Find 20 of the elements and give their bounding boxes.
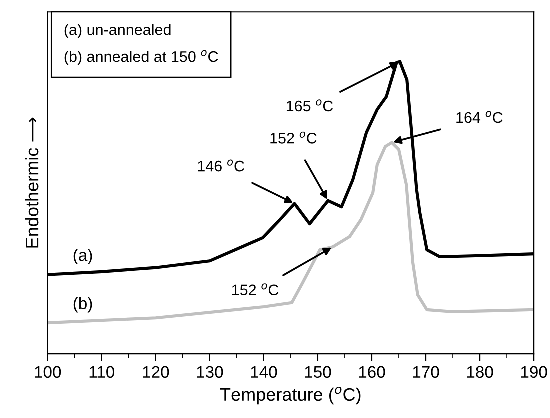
- annotation: 152 $^{o}$C: [270, 132, 317, 144]
- annotation: 152 $^{o}$C: [232, 284, 279, 296]
- x-tick-label: 150: [305, 366, 332, 378]
- x-tick-label: 180: [467, 366, 494, 378]
- y-axis-title: Endothermic ⟶: [25, 118, 39, 248]
- annotation: 146 $^{o}$C: [198, 160, 244, 172]
- x-tick-label: 170: [413, 366, 440, 378]
- x-tick-label: 190: [521, 366, 548, 378]
- x-axis-title: Temperature ($^{o}$C): [220, 386, 361, 405]
- x-tick-label: 160: [359, 366, 386, 378]
- annotation: 165 $^{o}$C: [286, 100, 334, 112]
- annotation: (a) un-annealed (b) annealed at 150 $^{o}$C: [64, 24, 218, 66]
- annotation: 164 $^{o}$C: [456, 111, 503, 124]
- x-tick-label: 140: [251, 366, 278, 378]
- x-tick-label: 110: [90, 366, 115, 378]
- x-tick-label: 130: [197, 366, 224, 378]
- x-tick-label: 100: [35, 366, 62, 378]
- x-tick-label: 120: [143, 366, 170, 378]
- series-label: (a): [74, 249, 92, 265]
- series-label: (b): [74, 297, 92, 313]
